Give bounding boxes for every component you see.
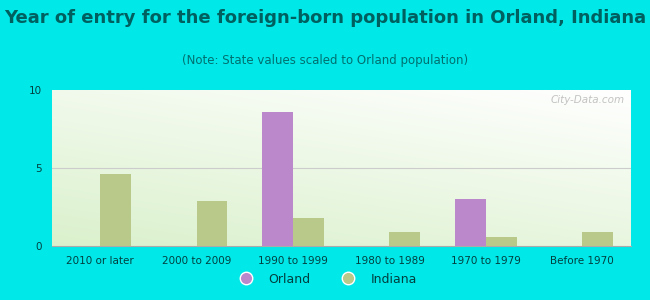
Text: (Note: State values scaled to Orland population): (Note: State values scaled to Orland pop… (182, 54, 468, 67)
Bar (455, 199, 486, 246)
Text: City-Data.com: City-Data.com (551, 95, 625, 105)
Bar (293, 218, 324, 246)
Legend: Orland, Indiana: Orland, Indiana (228, 268, 422, 291)
Bar (196, 201, 227, 246)
Bar (486, 237, 517, 246)
Bar (582, 232, 613, 246)
Bar (100, 174, 131, 246)
Text: Year of entry for the foreign-born population in Orland, Indiana: Year of entry for the foreign-born popul… (4, 9, 646, 27)
Bar (262, 112, 293, 246)
Bar (389, 232, 421, 246)
